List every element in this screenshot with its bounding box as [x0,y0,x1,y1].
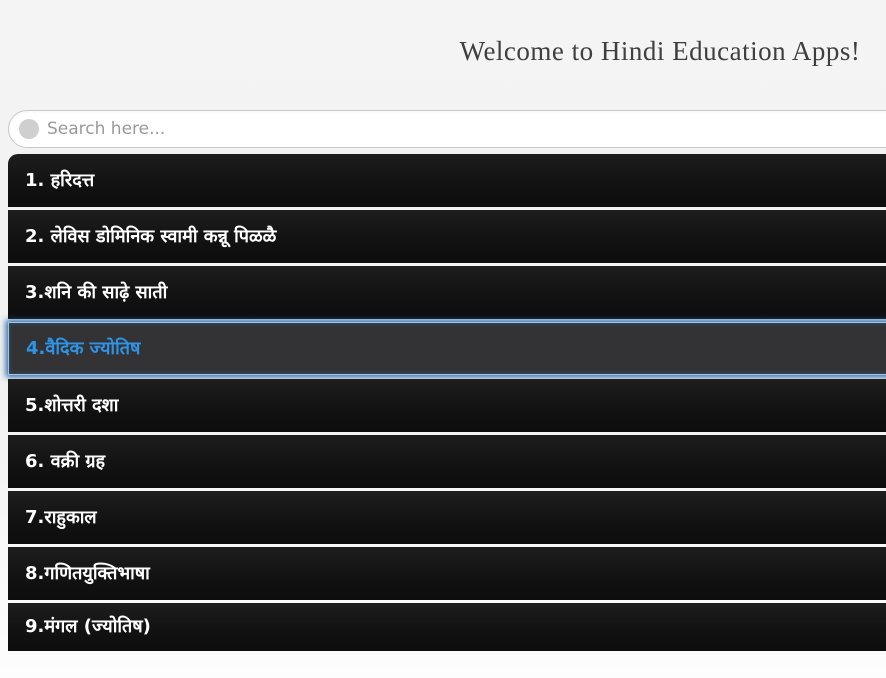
list-item-label: 5.शोत्तरी दशा [25,395,119,416]
list-item-label: 2. लेविस डोमिनिक स्वामी कन्नू पिळळै [25,226,277,247]
list-item-label: 3.शनि की साढ़े साती [25,282,168,303]
search-input[interactable] [47,119,886,139]
list-item[interactable]: 2. लेविस डोमिनिक स्वामी कन्नू पिळळै [8,210,886,263]
list-item-label: 7.राहुकाल [25,507,97,528]
list-item[interactable]: 6. वक्री ग्रह [8,435,886,488]
list-item-label: 6. वक्री ग्रह [25,451,106,472]
list-item[interactable]: 3.शनि की साढ़े साती [8,266,886,319]
list-item[interactable]: 7.राहुकाल [8,491,886,544]
app-list: 1. हरिदत्त 2. लेविस डोमिनिक स्वामी कन्नू… [8,154,886,651]
list-item-label: 1. हरिदत्त [25,170,95,191]
list-item[interactable]: 4.वैदिक ज्योतिष [8,322,886,375]
list-item-label: 4.वैदिक ज्योतिष [26,338,141,359]
list-item[interactable]: 5.शोत्तरी दशा [8,379,886,432]
page-title: Welcome to Hindi Education Apps! [459,36,861,66]
search-bar[interactable] [8,110,886,148]
list-item[interactable]: 9.मंगल (ज्योतिष) [8,603,886,651]
list-item[interactable]: 8.गणितयुक्तिभाषा [8,547,886,600]
search-icon [19,119,39,139]
list-item-label: 9.मंगल (ज्योतिष) [25,616,151,637]
list-item[interactable]: 1. हरिदत्त [8,154,886,207]
list-item-label: 8.गणितयुक्तिभाषा [25,563,150,584]
